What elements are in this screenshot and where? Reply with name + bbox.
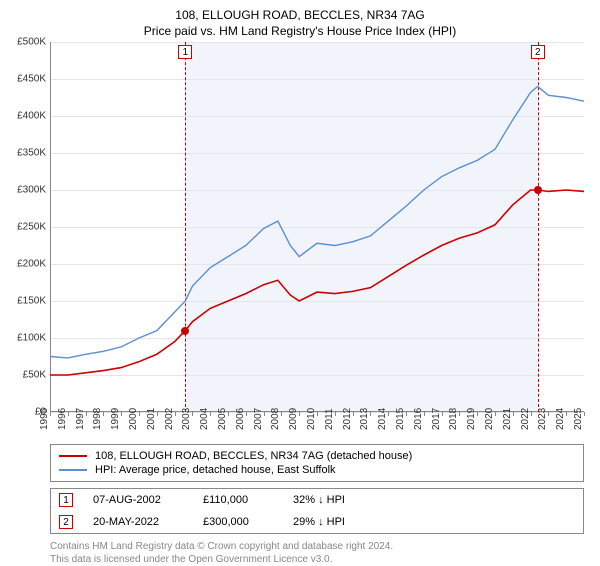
y-axis-label: £300K <box>17 185 46 196</box>
y-axis-label: £100K <box>17 333 46 344</box>
x-tick <box>139 412 140 416</box>
table-row: 2 20-MAY-2022 £300,000 29% ↓ HPI <box>51 511 583 533</box>
row-marker: 1 <box>59 493 73 507</box>
x-tick <box>495 412 496 416</box>
legend-swatch <box>59 455 87 457</box>
chart-subtitle: Price paid vs. HM Land Registry's House … <box>0 22 600 42</box>
chart-container: 108, ELLOUGH ROAD, BECCLES, NR34 7AG Pri… <box>0 0 600 560</box>
y-axis-label: £500K <box>17 37 46 48</box>
y-axis-label: £350K <box>17 148 46 159</box>
x-tick <box>121 412 122 416</box>
legend-row: HPI: Average price, detached house, East… <box>59 463 575 477</box>
legend-swatch <box>59 469 87 471</box>
x-tick <box>192 412 193 416</box>
row-pct: 32% ↓ HPI <box>293 494 383 506</box>
x-tick <box>406 412 407 416</box>
x-tick <box>459 412 460 416</box>
credits-line1: Contains HM Land Registry data © Crown c… <box>50 540 584 553</box>
x-tick <box>424 412 425 416</box>
series-property <box>50 190 584 375</box>
series-hpi <box>50 86 584 358</box>
row-price: £300,000 <box>203 516 273 528</box>
x-tick <box>566 412 567 416</box>
legend-label: HPI: Average price, detached house, East… <box>95 464 336 476</box>
y-axis-label: £400K <box>17 111 46 122</box>
x-tick <box>68 412 69 416</box>
row-date: 20-MAY-2022 <box>93 516 183 528</box>
chart-plot-area: £0£50K£100K£150K£200K£250K£300K£350K£400… <box>50 42 584 412</box>
x-tick <box>299 412 300 416</box>
x-axis-label: 1995 <box>39 408 50 430</box>
row-marker: 2 <box>59 515 73 529</box>
series-lines <box>50 42 584 412</box>
x-tick <box>246 412 247 416</box>
y-axis-label: £450K <box>17 74 46 85</box>
y-axis-label: £50K <box>23 370 46 381</box>
legend: 108, ELLOUGH ROAD, BECCLES, NR34 7AG (de… <box>50 444 584 482</box>
x-tick <box>548 412 549 416</box>
row-price: £110,000 <box>203 494 273 506</box>
sale-point <box>181 327 189 335</box>
row-date: 07-AUG-2002 <box>93 494 183 506</box>
x-tick <box>513 412 514 416</box>
x-tick <box>50 412 51 416</box>
row-pct: 29% ↓ HPI <box>293 516 383 528</box>
x-tick <box>228 412 229 416</box>
x-tick <box>157 412 158 416</box>
x-tick <box>584 412 585 416</box>
legend-row: 108, ELLOUGH ROAD, BECCLES, NR34 7AG (de… <box>59 449 575 463</box>
transaction-table: 1 07-AUG-2002 £110,000 32% ↓ HPI 2 20-MAY-202… <box>50 488 584 534</box>
y-axis-label: £150K <box>17 296 46 307</box>
x-tick <box>103 412 104 416</box>
sale-point <box>534 186 542 194</box>
x-tick <box>388 412 389 416</box>
table-row: 1 07-AUG-2002 £110,000 32% ↓ HPI <box>51 489 583 511</box>
credits: Contains HM Land Registry data © Crown c… <box>50 540 584 566</box>
x-tick <box>281 412 282 416</box>
x-tick <box>210 412 211 416</box>
y-axis-label: £200K <box>17 259 46 270</box>
y-axis-label: £250K <box>17 222 46 233</box>
legend-label: 108, ELLOUGH ROAD, BECCLES, NR34 7AG (de… <box>95 450 412 462</box>
x-tick <box>477 412 478 416</box>
chart-title: 108, ELLOUGH ROAD, BECCLES, NR34 7AG <box>0 0 600 22</box>
x-tick <box>370 412 371 416</box>
x-tick <box>317 412 318 416</box>
